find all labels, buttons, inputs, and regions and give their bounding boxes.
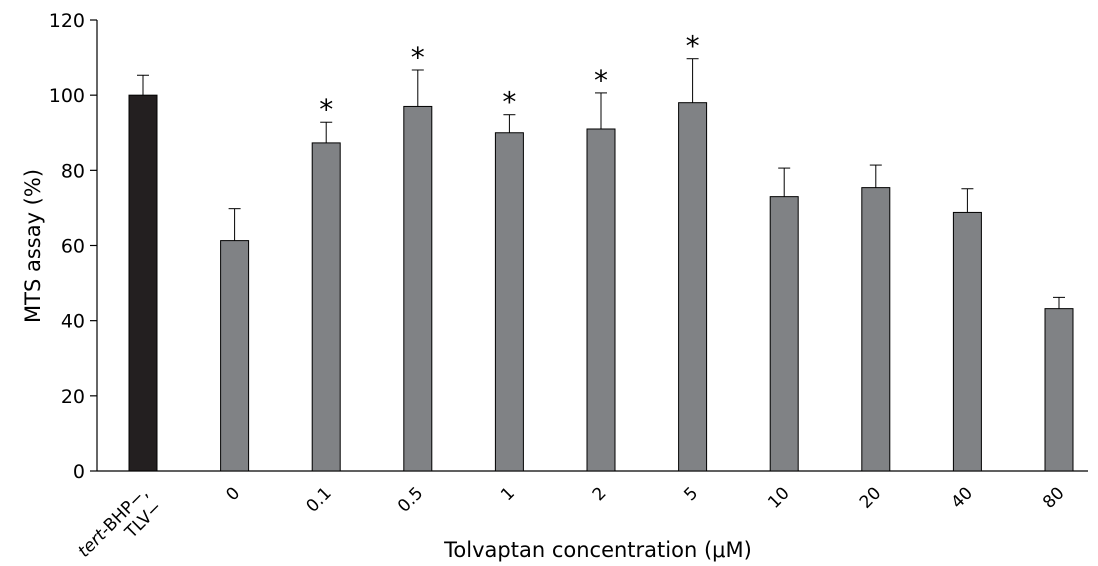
y-tick-label: 60 bbox=[61, 236, 85, 258]
bar-6 bbox=[678, 102, 708, 472]
x-axis-title: Tolvaptan concentration (μM) bbox=[443, 538, 752, 562]
bar-4 bbox=[494, 132, 524, 472]
y-tick-label: 100 bbox=[49, 85, 85, 107]
bar-3 bbox=[403, 105, 433, 472]
bar-7 bbox=[769, 196, 799, 472]
bar-5 bbox=[586, 128, 616, 472]
significance-star-6: * bbox=[686, 30, 700, 63]
bar-1 bbox=[220, 240, 250, 472]
y-tick-label: 120 bbox=[49, 10, 85, 32]
significance-markers: * * * * * bbox=[319, 30, 699, 127]
category-label-4: 1 bbox=[497, 483, 519, 505]
bar-10 bbox=[1044, 308, 1074, 472]
category-label-7: 10 bbox=[764, 483, 793, 512]
bar-8 bbox=[861, 187, 891, 472]
y-tick-label: 80 bbox=[61, 160, 85, 182]
y-axis: 0 20 40 60 80 100 120 bbox=[49, 10, 98, 483]
y-tick-label: 40 bbox=[61, 311, 85, 333]
category-label-1: 0 bbox=[222, 483, 244, 505]
category-label-8: 20 bbox=[856, 483, 885, 512]
category-label-9: 40 bbox=[947, 483, 976, 512]
significance-star-3: * bbox=[411, 41, 425, 74]
category-label-10: 80 bbox=[1039, 483, 1068, 512]
category-label-3: 0.5 bbox=[394, 483, 427, 516]
error-bars bbox=[137, 58, 1065, 309]
y-axis-title: MTS assay (%) bbox=[21, 169, 45, 323]
category-label-6: 5 bbox=[680, 483, 702, 505]
bar-0 bbox=[128, 94, 158, 472]
bar-9 bbox=[952, 211, 982, 472]
bars bbox=[128, 94, 1074, 472]
category-label-2: 0.1 bbox=[302, 483, 335, 516]
bar-2 bbox=[311, 142, 341, 472]
category-label-5: 2 bbox=[589, 483, 611, 505]
significance-star-4: * bbox=[502, 86, 516, 119]
significance-star-5: * bbox=[594, 64, 608, 97]
y-tick-label: 0 bbox=[73, 461, 85, 483]
significance-star-2: * bbox=[319, 93, 333, 126]
y-tick-label: 20 bbox=[61, 386, 85, 408]
